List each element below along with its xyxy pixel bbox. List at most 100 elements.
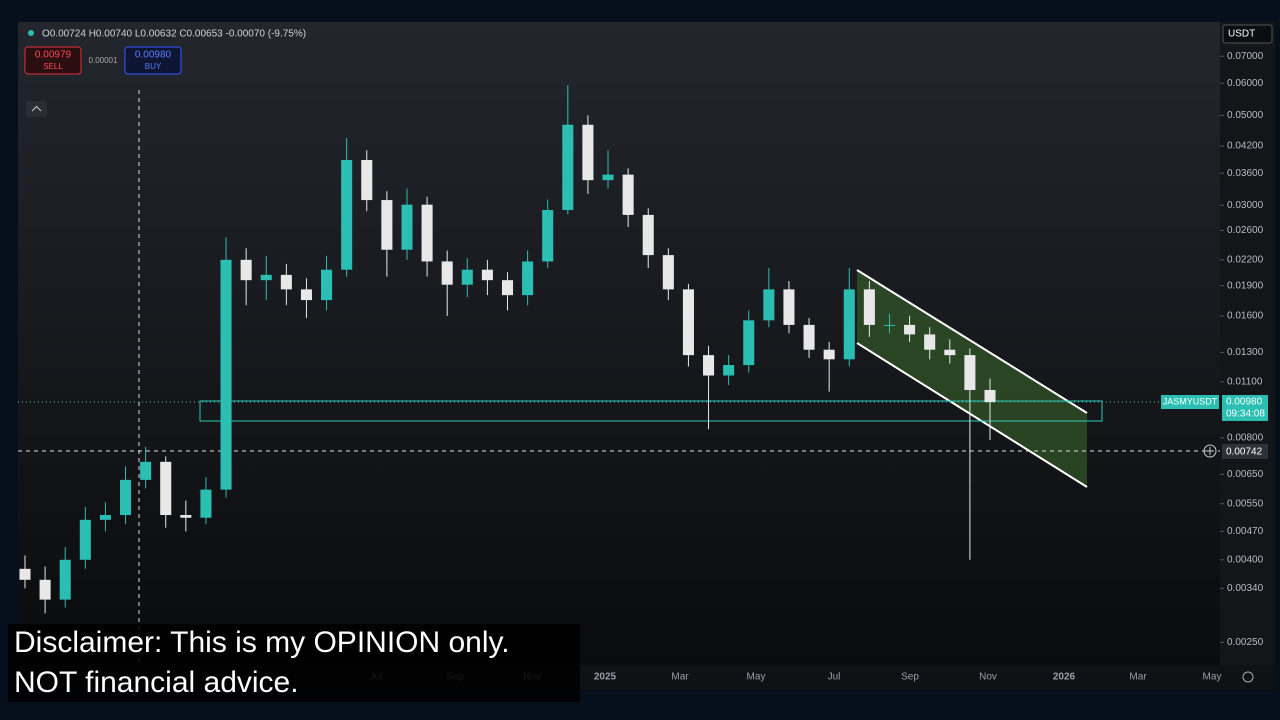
y-tick-label: 0.01900 <box>1227 280 1264 291</box>
candle-body <box>964 355 976 390</box>
candle-body <box>501 280 514 296</box>
y-tick-label: 0.05000 <box>1227 110 1264 121</box>
y-tick-label: 0.02600 <box>1227 225 1264 236</box>
candle-body <box>180 514 192 518</box>
buy-button[interactable]: 0.00980 BUY <box>124 46 182 75</box>
x-tick-label: Sep <box>901 672 919 683</box>
candle-body <box>59 559 71 600</box>
candle-body <box>119 479 132 515</box>
buy-price[interactable]: 0.00980 <box>135 50 172 61</box>
candle-body <box>944 349 956 356</box>
sell-label[interactable]: SELL <box>43 62 63 71</box>
candle-body <box>763 289 775 321</box>
candle-body <box>240 259 252 281</box>
x-tick-label: 2025 <box>594 672 617 683</box>
candle-body <box>883 324 896 326</box>
collapse-icon <box>31 105 42 112</box>
candle-body <box>642 214 654 256</box>
disclaimer-line: Disclaimer: This is my OPINION only. <box>14 626 510 659</box>
candle-body <box>200 489 212 518</box>
y-tick-label: 0.00340 <box>1227 583 1264 594</box>
y-tick-label: 0.04200 <box>1227 141 1264 152</box>
candle-body <box>321 269 333 301</box>
candle-body <box>723 365 735 376</box>
candle-body <box>703 355 715 376</box>
candle-body <box>924 334 936 350</box>
y-tick-label: 0.00650 <box>1227 469 1264 480</box>
candle-body <box>140 461 152 480</box>
support-zone <box>199 400 1103 422</box>
buy-label[interactable]: BUY <box>145 62 162 71</box>
y-tick-label: 0.03000 <box>1227 200 1264 211</box>
candle-body <box>280 274 292 290</box>
currency-selector[interactable] <box>1222 24 1273 44</box>
y-tick-label: 0.01300 <box>1227 347 1264 358</box>
candle-body <box>260 274 272 281</box>
x-tick-label: Nov <box>979 672 997 683</box>
candle-body <box>843 289 855 360</box>
candle-body <box>823 349 835 360</box>
candle-body <box>743 320 755 366</box>
disclaimer-background <box>8 624 580 702</box>
y-tick-label: 0.07000 <box>1227 51 1264 62</box>
candle-body <box>421 204 433 262</box>
add-alert-icon <box>1206 447 1214 455</box>
y-tick-label: 0.03600 <box>1227 168 1264 179</box>
crosshair-tag <box>1222 444 1268 459</box>
x-tick-label: Jul <box>828 672 841 683</box>
candle-body <box>99 514 111 520</box>
add-alert[interactable] <box>1203 444 1217 458</box>
status-dot <box>28 30 34 36</box>
candle-body <box>361 159 373 201</box>
y-tick-label: 0.00550 <box>1227 498 1264 509</box>
x-tick-label: May <box>1203 672 1222 683</box>
channel-lower <box>856 342 1088 488</box>
x-tick-label: Mar <box>1129 672 1147 683</box>
y-tick-label: 0.00800 <box>1227 432 1264 443</box>
candles <box>19 85 996 614</box>
channel-upper <box>856 269 1088 414</box>
x-tick-label: Mar <box>671 672 689 683</box>
y-tick-label: 0.01600 <box>1227 311 1264 322</box>
candle-body <box>622 174 634 215</box>
sell-price[interactable]: 0.00979 <box>35 50 72 61</box>
candle-body <box>662 255 674 290</box>
candle-body <box>441 261 453 285</box>
candle-body <box>984 389 996 403</box>
candle-body <box>863 289 875 325</box>
candle-body <box>481 269 493 281</box>
candle-body <box>160 461 172 515</box>
y-tick-label: 0.01100 <box>1227 376 1263 387</box>
candle-body <box>300 289 312 301</box>
candle-body <box>562 124 574 211</box>
settings-icon[interactable] <box>1242 671 1254 683</box>
currency[interactable]: USDT <box>1228 29 1255 40</box>
candle-body <box>582 124 594 181</box>
candle-body <box>602 174 614 181</box>
candle-body <box>19 568 31 580</box>
candle-body <box>522 261 534 296</box>
symbol: JASMYUSDT <box>1163 396 1218 406</box>
collapse-button[interactable] <box>26 101 47 117</box>
buy-box[interactable] <box>124 46 182 75</box>
sell-button[interactable]: 0.00979 SELL <box>24 46 82 75</box>
candle-body <box>341 159 353 270</box>
symbol-tag <box>1161 395 1219 409</box>
chart-panel <box>18 22 1220 665</box>
x-tick-label: 2026 <box>1053 672 1076 683</box>
countdown: 09:34:08 <box>1226 409 1265 420</box>
disclaimer-line: NOT financial advice. <box>14 666 299 699</box>
spread: 0.00001 <box>89 56 118 65</box>
sell-box[interactable] <box>24 46 82 75</box>
last-price: 0.00980 <box>1226 397 1263 408</box>
candle-body <box>39 579 51 600</box>
candle-body <box>783 289 795 325</box>
y-tick-label: 0.00470 <box>1227 526 1264 537</box>
candle-body <box>682 289 694 356</box>
candle-body <box>904 324 916 335</box>
candle-body <box>401 204 413 250</box>
price-axis-panel <box>1220 22 1275 665</box>
candle-body <box>461 269 473 285</box>
candle-body <box>803 324 815 350</box>
